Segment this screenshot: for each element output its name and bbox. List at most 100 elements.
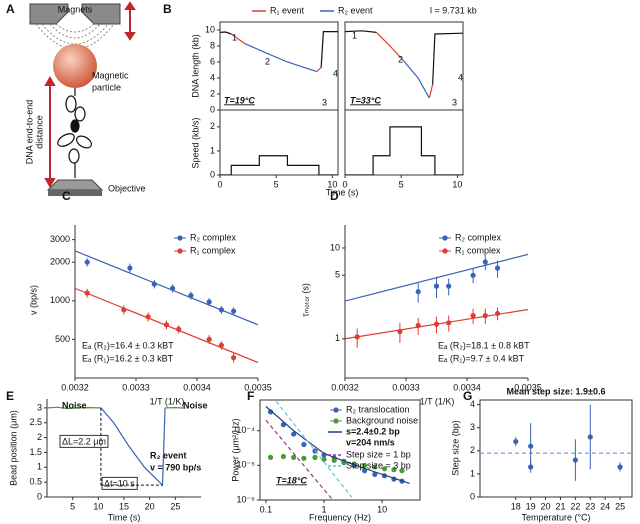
plot-area	[47, 406, 186, 487]
chart: 500 1000 2000 3000 0.0032 0.0033 0.0034 0.0035 v…	[28, 189, 271, 406]
y-tick-label: 2	[37, 432, 42, 442]
data-point	[446, 283, 452, 289]
series-line	[428, 84, 434, 99]
x-tick-label: 10	[452, 179, 462, 189]
x-tick-label: 18	[511, 501, 521, 511]
y-tick-label: 3	[470, 422, 475, 432]
annotation: 3	[322, 97, 327, 107]
series-line	[244, 43, 317, 73]
legend-label: R₁ complex	[190, 245, 236, 255]
panel-label: F	[247, 389, 254, 403]
panel-label: C	[62, 189, 71, 203]
series-line	[432, 32, 463, 85]
field-lines	[35, 23, 115, 50]
panel-label: E	[6, 389, 14, 403]
data-point	[267, 409, 274, 415]
annotation: 2	[398, 54, 403, 64]
y-axis-label: Step size (bp)	[450, 420, 460, 476]
data-point	[528, 464, 534, 470]
legend-symbol	[333, 407, 339, 413]
x-tick-label: 0.0034	[453, 382, 481, 392]
y-tick-label: 2	[210, 88, 215, 98]
annotation: T=33°C	[350, 95, 381, 105]
annotation: Eₐ (R₁)=9.7 ± 0.4 kBT	[438, 353, 525, 363]
annotation: Δt=10 s	[104, 478, 135, 488]
y-axis-label: v (bp/s)	[28, 285, 38, 315]
data-point	[399, 468, 405, 474]
data-point	[372, 471, 378, 477]
data-point	[513, 438, 519, 445]
legend-label: Step size = 3 bp	[346, 460, 411, 470]
series-line	[100, 407, 166, 487]
annotation: ΔL=2.2 μm	[62, 436, 106, 446]
legend-symbol	[177, 248, 183, 254]
y-tick-label: 500	[55, 334, 70, 344]
x-tick-label: 23	[585, 501, 595, 511]
y-tick-label: 6	[210, 56, 215, 66]
data-point	[587, 434, 593, 440]
series-line	[220, 155, 338, 175]
data-point	[361, 462, 368, 468]
plot-area	[220, 155, 338, 175]
annotation: R₂ event	[150, 450, 187, 460]
x-axis-label: 1/T (1/K)	[420, 396, 455, 406]
arrow	[44, 1, 136, 189]
y-tick-label: 2.5	[29, 417, 42, 427]
y-tick-label: 8	[210, 40, 215, 50]
x-tick-label: 21	[555, 501, 565, 511]
series-line	[400, 57, 430, 99]
series-line	[75, 250, 258, 326]
legend-label: R₂ event	[338, 5, 373, 15]
annotation: T=19°C	[224, 95, 255, 105]
x-tick-label: 0.1	[260, 504, 273, 514]
legend-label: R₂ translocation	[346, 404, 410, 414]
plot-area	[345, 30, 463, 99]
data-point	[470, 313, 476, 319]
plot-area	[265, 401, 410, 500]
diagram: A Magnets Magnetic particle DNA end-to-e…	[6, 1, 146, 196]
plot-frame	[479, 399, 633, 498]
annotation: 4	[333, 68, 338, 78]
y-tick-label: 1	[335, 333, 340, 343]
legend-label: R₁ complex	[455, 245, 501, 255]
series-line	[275, 401, 353, 498]
data-point	[572, 457, 578, 463]
data-point	[206, 299, 212, 305]
magnets-label: Magnets	[58, 4, 93, 14]
data-point	[231, 308, 237, 314]
y-tick-label: 2	[210, 121, 215, 131]
legend-label: R₁ event	[270, 5, 305, 15]
data-point	[470, 272, 476, 278]
data-point	[127, 265, 133, 271]
annotation: Eₐ (R₁)=16.2 ± 0.3 kBT	[82, 353, 174, 363]
series-line	[75, 287, 258, 364]
x-axis-label: Temperature (°C)	[521, 512, 590, 522]
y-axis-label: Power (μm²/Hz)	[230, 418, 240, 481]
data-point	[415, 289, 421, 295]
data-point	[617, 464, 623, 470]
plot-area	[345, 253, 528, 348]
chart: 0 2 4 6 8 10 DNA length (kb) B R₁ event R₂ event 1…	[163, 2, 373, 114]
x-axis-label: Frequency (Hz)	[309, 512, 371, 522]
series-line	[265, 419, 334, 500]
annotation: Eₐ (R₂)=16.4 ± 0.3 kBT	[82, 340, 174, 350]
y-tick-label: 4	[210, 72, 215, 82]
data-point	[494, 265, 501, 271]
x-tick-label: 24	[600, 501, 610, 511]
legend-symbol	[442, 248, 448, 254]
plot-frame	[259, 399, 421, 501]
x-tick-label: 0	[217, 179, 222, 189]
annotation-box	[59, 434, 109, 448]
chart: 0 0.5 1 1.5 2 2.5 3 5 10 15 20 25 Bead position (μm)…	[6, 389, 208, 522]
dna	[57, 88, 92, 178]
panel-label: B	[163, 2, 172, 16]
x-tick-label: 0.0033	[122, 382, 150, 392]
x-axis-label: 1/T (1/K)	[150, 396, 185, 406]
series-line	[265, 406, 410, 485]
panel-label: D	[330, 189, 339, 203]
x-tick-label: 5	[274, 179, 279, 189]
series-line	[165, 407, 186, 409]
x-tick-label: 20	[145, 501, 155, 511]
series-line	[345, 253, 528, 302]
